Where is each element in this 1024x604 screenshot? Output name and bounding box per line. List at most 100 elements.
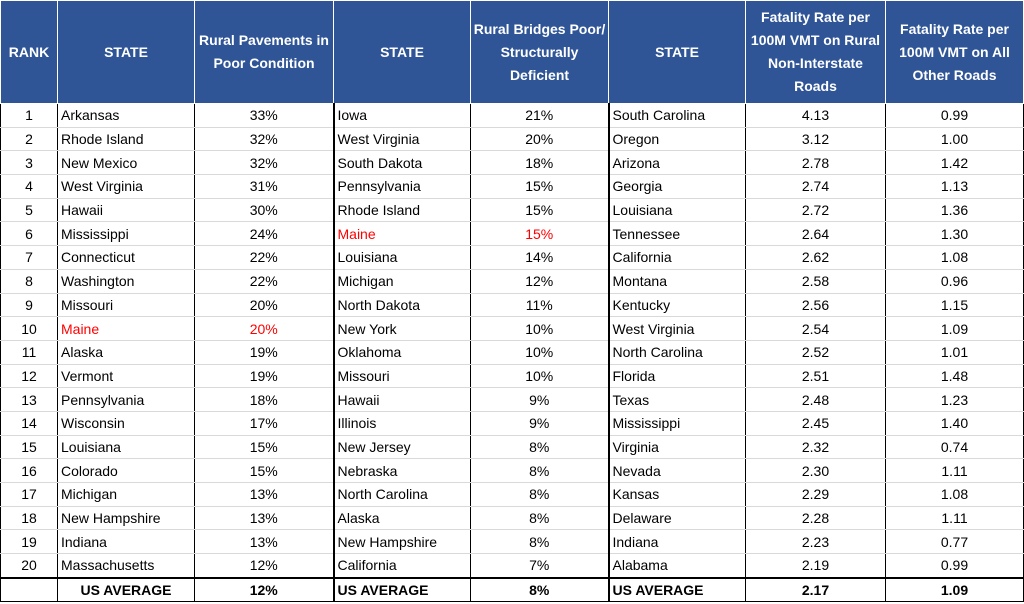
fatality-rural-cell: 2.45	[745, 410, 886, 436]
state-cell-fatality: Virginia	[608, 434, 746, 460]
rank-cell: 3	[0, 150, 58, 176]
pavement-cell: 15%	[194, 434, 335, 460]
bridges-cell: 8%	[470, 434, 610, 460]
state-cell-fatality: Montana	[608, 268, 746, 294]
pavement-cell: 32%	[194, 150, 335, 176]
pavement-cell: 31%	[194, 174, 335, 199]
state-cell-bridges: Maine	[333, 221, 471, 247]
rank-cell: 20	[0, 553, 58, 579]
state-cell-bridges: Alaska	[333, 505, 471, 531]
average-label-2: US AVERAGE	[333, 576, 471, 603]
state-cell-pavement: Arkansas	[57, 103, 195, 128]
state-cell-fatality: South Carolina	[608, 103, 746, 128]
bridges-cell: 8%	[470, 505, 610, 531]
fatality-other-cell: 0.74	[885, 434, 1024, 460]
state-cell-pavement: Connecticut	[57, 245, 195, 270]
rank-cell: 11	[0, 339, 58, 365]
state-cell-pavement: Maine	[57, 316, 195, 341]
pavement-cell: 33%	[194, 103, 335, 128]
bridges-cell: 9%	[470, 387, 610, 412]
table-row: 1 Arkansas 33% Iowa 21% South Carolina 4.13 0.9…	[0, 103, 1024, 128]
state-cell-pavement: New Hampshire	[57, 505, 195, 531]
fatality-other-cell: 1.36	[885, 197, 1024, 223]
fatality-rural-cell: 4.13	[745, 103, 886, 128]
fatality-other-cell: 0.77	[885, 529, 1024, 555]
table-row: 3 New Mexico 32% South Dakota 18% Arizona 2.78…	[0, 150, 1024, 176]
bridges-cell: 10%	[470, 316, 610, 341]
pavement-cell: 22%	[194, 268, 335, 294]
state-cell-fatality: Kentucky	[608, 292, 746, 318]
table-row: 4 West Virginia 31% Pennsylvania 15% Georgia 2…	[0, 174, 1024, 199]
state-cell-bridges: Nebraska	[333, 458, 471, 483]
table-row: 6 Mississippi 24% Maine 15% Tennessee 2.64 1.30	[0, 221, 1024, 247]
rank-cell: 6	[0, 221, 58, 247]
bridges-cell: 9%	[470, 410, 610, 436]
state-cell-pavement: Massachusetts	[57, 553, 195, 579]
rank-cell: 14	[0, 410, 58, 436]
bridges-cell: 11%	[470, 292, 610, 318]
state-cell-fatality: West Virginia	[608, 316, 746, 341]
rank-cell: 2	[0, 126, 58, 152]
fatality-rural-cell: 2.58	[745, 268, 886, 294]
table-row: 7 Connecticut 22% Louisiana 14% California 2.6…	[0, 245, 1024, 270]
average-rank-cell	[0, 576, 58, 603]
pavement-cell: 17%	[194, 410, 335, 436]
state-cell-pavement: West Virginia	[57, 174, 195, 199]
state-cell-pavement: Indiana	[57, 529, 195, 555]
fatality-rural-cell: 2.62	[745, 245, 886, 270]
state-cell-pavement: Pennsylvania	[57, 387, 195, 412]
fatality-rural-cell: 2.32	[745, 434, 886, 460]
state-cell-pavement: Hawaii	[57, 197, 195, 223]
table-body: 1 Arkansas 33% Iowa 21% South Carolina 4.13 0.9…	[0, 103, 1024, 579]
state-cell-fatality: Georgia	[608, 174, 746, 199]
table-row: 15 Louisiana 15% New Jersey 8% Virginia 2.32 0.…	[0, 434, 1024, 460]
state-cell-bridges: North Dakota	[333, 292, 471, 318]
state-cell-bridges: Oklahoma	[333, 339, 471, 365]
header-row: RANK STATE Rural Pavements in Poor Condi…	[0, 0, 1024, 104]
fatality-rural-cell: 2.52	[745, 339, 886, 365]
fatality-other-cell: 1.08	[885, 482, 1024, 507]
fatality-other-cell: 1.48	[885, 363, 1024, 389]
state-cell-fatality: Oregon	[608, 126, 746, 152]
state-cell-bridges: New Jersey	[333, 434, 471, 460]
state-cell-pavement: Colorado	[57, 458, 195, 483]
state-cell-pavement: Mississippi	[57, 221, 195, 247]
bridges-cell: 15%	[470, 221, 610, 247]
rank-cell: 15	[0, 434, 58, 460]
table-row: 2 Rhode Island 32% West Virginia 20% Oregon 3.…	[0, 126, 1024, 152]
fatality-rural-cell: 2.48	[745, 387, 886, 412]
fatality-rural-cell: 2.64	[745, 221, 886, 247]
average-label-3: US AVERAGE	[608, 576, 746, 603]
pavement-cell: 13%	[194, 505, 335, 531]
state-cell-fatality: California	[608, 245, 746, 270]
state-cell-bridges: New Hampshire	[333, 529, 471, 555]
header-state-1: STATE	[57, 0, 195, 104]
fatality-other-cell: 1.09	[885, 316, 1024, 341]
bridges-cell: 8%	[470, 529, 610, 555]
table-row: 10 Maine 20% New York 10% West Virginia 2.54 1.…	[0, 316, 1024, 341]
rank-cell: 12	[0, 363, 58, 389]
state-cell-fatality: Kansas	[608, 482, 746, 507]
pavement-cell: 19%	[194, 339, 335, 365]
fatality-rural-cell: 2.23	[745, 529, 886, 555]
state-cell-pavement: Michigan	[57, 482, 195, 507]
rank-cell: 17	[0, 482, 58, 507]
state-cell-bridges: West Virginia	[333, 126, 471, 152]
average-fatality-rural: 2.17	[745, 576, 886, 603]
rank-cell: 10	[0, 316, 58, 341]
rank-cell: 4	[0, 174, 58, 199]
bridges-cell: 14%	[470, 245, 610, 270]
bridges-cell: 7%	[470, 553, 610, 579]
state-cell-pavement: Vermont	[57, 363, 195, 389]
table-row: 5 Hawaii 30% Rhode Island 15% Louisiana 2.72 1.…	[0, 197, 1024, 223]
fatality-rural-cell: 2.19	[745, 553, 886, 579]
fatality-other-cell: 0.96	[885, 268, 1024, 294]
header-fatality-other: Fatality Rate per 100M VMT on All Other …	[885, 0, 1024, 104]
state-cell-fatality: North Carolina	[608, 339, 746, 365]
rank-cell: 5	[0, 197, 58, 223]
pavement-cell: 13%	[194, 482, 335, 507]
fatality-rural-cell: 2.78	[745, 150, 886, 176]
pavement-cell: 13%	[194, 529, 335, 555]
fatality-rural-cell: 2.72	[745, 197, 886, 223]
average-fatality-other: 1.09	[885, 576, 1024, 603]
